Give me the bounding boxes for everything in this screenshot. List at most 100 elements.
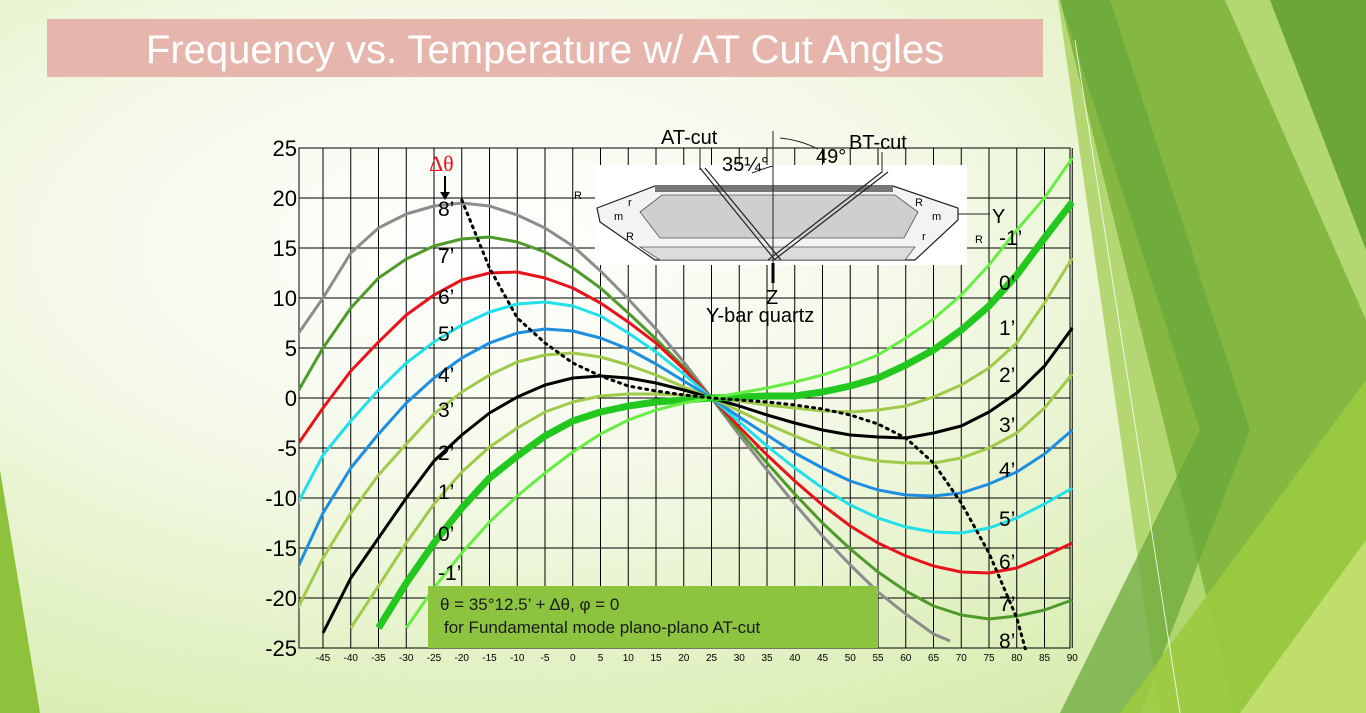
- x-tick-label: -25: [427, 653, 442, 664]
- quartz-bar-band: [655, 186, 893, 192]
- series-line-4: [299, 327, 1074, 569]
- x-tick-label: 75: [983, 653, 995, 664]
- delta-theta-marker: Δθ: [429, 151, 454, 200]
- x-tick-label: 65: [928, 653, 940, 664]
- series-label-left: 5’: [438, 323, 454, 346]
- x-tick-label: -15: [482, 653, 497, 664]
- bt-cut-label: BT-cut: [849, 132, 907, 154]
- series-label-right: 1’: [999, 317, 1015, 340]
- series-line-8: [299, 201, 951, 643]
- at-angle-label: 35¼°: [722, 154, 769, 176]
- series-label-right: 6’: [999, 551, 1015, 574]
- series-label-right: 0’: [999, 272, 1015, 295]
- series-line-3: [299, 351, 1074, 609]
- x-tick-label: -35: [371, 653, 386, 664]
- y-tick-label: -10: [265, 486, 297, 511]
- y-tick-label: -25: [265, 636, 297, 661]
- slide-title: Frequency vs. Temperature w/ AT Cut Angl…: [145, 28, 945, 72]
- delta-theta-arrowhead: [440, 192, 450, 200]
- y-tick-label: 10: [273, 286, 297, 311]
- series-label-right: -1’: [999, 227, 1022, 250]
- x-tick-label: -20: [455, 653, 470, 664]
- quartz-bar-bottom: [638, 246, 916, 261]
- x-tick-label: -30: [399, 653, 414, 664]
- bt-angle-arc: [779, 137, 819, 150]
- deco-shape-7: [0, 470, 40, 713]
- deco-shape-3: [1270, 0, 1366, 250]
- x-tick-label: 80: [1011, 653, 1023, 664]
- r-label-3: m: [614, 211, 623, 223]
- series-label-left: 0’: [438, 523, 454, 546]
- delta-theta-label: Δθ: [429, 151, 454, 176]
- series-label-right: 5’: [999, 508, 1015, 531]
- x-tick-label: 15: [650, 653, 662, 664]
- r-label-8: R: [975, 234, 983, 246]
- x-tick-label: 25: [706, 653, 718, 664]
- x-tick-label: 20: [678, 653, 690, 664]
- x-tick-label: 45: [817, 653, 829, 664]
- deco-shape-4: [1060, 0, 1250, 713]
- at-cut-label: AT-cut: [661, 127, 718, 149]
- formula-box: θ = 35°12.5’ + Δθ, φ = 0 for Fundamental…: [428, 586, 878, 648]
- y-tick-label: 5: [285, 336, 297, 361]
- deco-line: [1074, 39, 1181, 713]
- x-tick-label: 0: [570, 653, 576, 664]
- series-label-right: 8’: [999, 630, 1015, 653]
- y-tick-label: 20: [273, 186, 297, 211]
- r-label-4: R: [626, 231, 634, 243]
- r-label-1: R: [574, 190, 582, 202]
- series-label-left: 4’: [438, 364, 454, 387]
- series-label-right: 3’: [999, 414, 1015, 437]
- series-label-left: 7’: [438, 245, 454, 268]
- series-label-left: 8’: [438, 198, 454, 221]
- y-tick-label: 15: [273, 236, 297, 261]
- quartz-bar-core: [639, 194, 919, 239]
- series-line-2: [321, 327, 1074, 634]
- chart-labels: 8’ 7’ 6’ 5’ 4’ 3’ 2’ 1’ 0’ -1’ -1’ 0’ 1’ 2’ 3’ 4’ 5’ 6’ 7’…: [438, 198, 1022, 653]
- series-label-left: -1’: [438, 562, 461, 585]
- series-label-left: 1’: [438, 481, 454, 504]
- chart-series: [299, 157, 1074, 643]
- x-tick-label: 10: [623, 653, 635, 664]
- x-tick-label: -5: [541, 653, 550, 664]
- formula-line-2: for Fundamental mode plano-plano AT-cut: [444, 618, 761, 637]
- x-tick-label: 35: [761, 653, 773, 664]
- series-label-right: 2’: [999, 364, 1015, 387]
- series-line-6: [299, 270, 1073, 575]
- title-bar: Frequency vs. Temperature w/ AT Cut Angl…: [47, 19, 1043, 77]
- x-tick-label: 40: [789, 653, 801, 664]
- turnover-dotted-line: [460, 198, 1028, 650]
- x-tick-label: 70: [956, 653, 968, 664]
- y-tick-label: 25: [273, 136, 297, 161]
- x-tick-label: 85: [1039, 653, 1051, 664]
- series-label-right: 4’: [999, 459, 1015, 482]
- x-tick-label: 55: [872, 653, 884, 664]
- x-tick-label: 30: [734, 653, 746, 664]
- bt-angle-label: 49°: [816, 146, 846, 168]
- y-tick-label: 0: [285, 386, 297, 411]
- x-tick-label: 60: [900, 653, 912, 664]
- at-angle-arc: [751, 165, 774, 174]
- x-tick-label: 50: [845, 653, 857, 664]
- x-tick-label: 90: [1067, 653, 1079, 664]
- series-line-0: [375, 199, 1074, 630]
- bt-cut-line-a: [767, 171, 883, 261]
- r-label-6: m: [932, 211, 941, 223]
- series-label-left: 3’: [438, 399, 454, 422]
- turnover-curve: [460, 198, 1028, 650]
- series-label-left: 6’: [438, 286, 454, 309]
- r-label-5: R: [915, 197, 923, 209]
- r-label-2: r: [628, 197, 632, 209]
- x-tick-label: -40: [344, 653, 359, 664]
- r-label-7: r: [922, 231, 926, 243]
- y-tick-label: -15: [265, 536, 297, 561]
- deco-shape-6: [1240, 540, 1366, 713]
- x-tick-label: -10: [510, 653, 525, 664]
- x-tick-label: 5: [598, 653, 604, 664]
- series-line-5: [299, 300, 1074, 535]
- y-tick-label: -20: [265, 586, 297, 611]
- y-tick-label: -5: [277, 436, 297, 461]
